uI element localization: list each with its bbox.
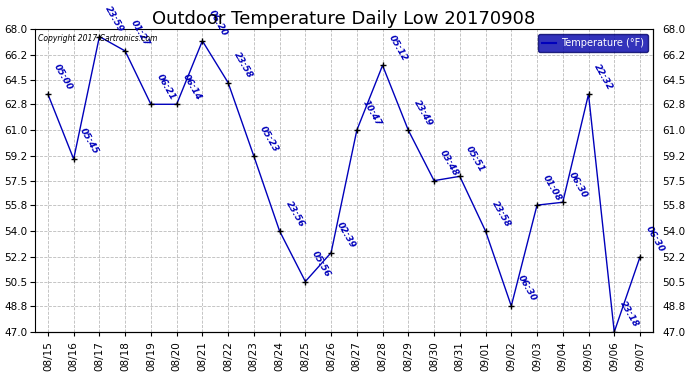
Text: 23:58: 23:58 (233, 51, 255, 80)
Text: 05:56: 05:56 (310, 249, 332, 279)
Text: 22:32: 22:32 (593, 62, 615, 92)
Text: 10:47: 10:47 (361, 98, 383, 128)
Text: 06:14: 06:14 (181, 72, 203, 102)
Text: 06:30: 06:30 (515, 274, 538, 303)
Text: 06:21: 06:21 (155, 72, 177, 102)
Text: 05:23: 05:23 (258, 124, 280, 153)
Text: 23:58: 23:58 (490, 199, 512, 228)
Text: 06:30: 06:30 (567, 170, 589, 200)
Text: 06:30: 06:30 (644, 225, 667, 254)
Text: 03:48: 03:48 (438, 148, 460, 178)
Text: 23:56: 23:56 (284, 199, 306, 228)
Text: Copyright 2017 Cartronics.com: Copyright 2017 Cartronics.com (38, 34, 157, 43)
Text: 23:49: 23:49 (413, 98, 435, 128)
Text: 06:20: 06:20 (206, 9, 228, 38)
Text: 01:27: 01:27 (129, 19, 151, 48)
Text: 23:18: 23:18 (618, 300, 640, 329)
Text: 05:45: 05:45 (78, 127, 100, 156)
Text: 23:59: 23:59 (104, 4, 126, 34)
Text: 05:12: 05:12 (386, 33, 409, 63)
Legend: Temperature (°F): Temperature (°F) (538, 34, 648, 52)
Text: 02:39: 02:39 (335, 220, 357, 250)
Title: Outdoor Temperature Daily Low 20170908: Outdoor Temperature Daily Low 20170908 (152, 10, 535, 28)
Text: 05:00: 05:00 (52, 62, 75, 92)
Text: 05:51: 05:51 (464, 144, 486, 174)
Text: 01:08: 01:08 (541, 173, 563, 202)
